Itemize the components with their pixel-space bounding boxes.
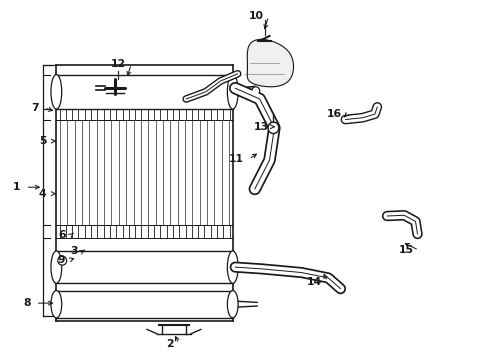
Ellipse shape — [227, 251, 238, 283]
Ellipse shape — [227, 291, 238, 318]
Text: 1: 1 — [13, 182, 21, 192]
Text: 9: 9 — [57, 255, 65, 265]
Text: 13: 13 — [253, 122, 269, 132]
Text: 2: 2 — [166, 339, 174, 349]
Text: 3: 3 — [70, 246, 77, 256]
Text: 11: 11 — [229, 154, 244, 164]
Text: 6: 6 — [58, 230, 66, 240]
Text: 16: 16 — [327, 109, 342, 120]
Ellipse shape — [51, 251, 62, 283]
Text: 7: 7 — [31, 103, 39, 113]
Text: 15: 15 — [399, 245, 414, 255]
Ellipse shape — [51, 291, 62, 318]
Text: 14: 14 — [307, 276, 322, 287]
Text: 8: 8 — [24, 298, 31, 308]
Ellipse shape — [268, 122, 279, 134]
Ellipse shape — [51, 75, 62, 109]
Ellipse shape — [227, 75, 238, 109]
Polygon shape — [247, 39, 294, 87]
Text: 12: 12 — [111, 59, 126, 69]
Text: 5: 5 — [39, 136, 47, 146]
Text: 4: 4 — [39, 189, 47, 199]
Ellipse shape — [252, 87, 260, 95]
Text: 10: 10 — [248, 11, 264, 21]
Ellipse shape — [58, 256, 67, 265]
